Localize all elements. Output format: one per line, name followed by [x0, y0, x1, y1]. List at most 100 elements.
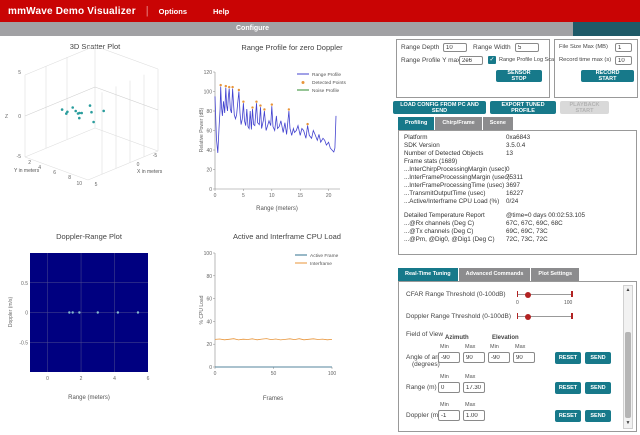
y-axis-label: % CPU Load	[199, 295, 205, 324]
tab-configure[interactable]: Configure	[236, 25, 270, 32]
sensor-config-box: Range Depth Range Width Range Profile Y …	[396, 39, 558, 98]
tab-plot-settings[interactable]: Plot Settings	[531, 268, 580, 281]
aoa-send-button[interactable]: SEND	[585, 352, 611, 364]
svg-text:60: 60	[206, 129, 212, 135]
export-tuned-profile-button[interactable]: EXPORT TUNED PROFILE	[490, 101, 556, 114]
svg-text:-5: -5	[153, 153, 158, 159]
svg-text:2: 2	[28, 160, 31, 166]
stat-row: ...InterFrameProcessingTime (usec) 3697	[404, 182, 633, 190]
scrollbar-thumb[interactable]	[625, 332, 631, 418]
tab-advanced-commands[interactable]: Advanced Commands	[458, 268, 531, 281]
svg-text:-5: -5	[17, 154, 22, 160]
record-time-input[interactable]	[615, 56, 632, 65]
elevation-max-input[interactable]	[513, 352, 535, 363]
stat-row: ...@Rx channels (Deg C) 67C, 67C, 69C, 68…	[404, 220, 633, 228]
nav-corner-block	[573, 22, 640, 36]
range-min-input[interactable]	[438, 382, 460, 393]
slider-handle[interactable]	[525, 291, 531, 298]
aoa-reset-button[interactable]: RESET	[555, 352, 581, 364]
stat-value: 69C, 69C, 73C	[506, 228, 548, 235]
azimuth-min-input[interactable]	[438, 352, 460, 363]
record-start-button[interactable]: RECORD START	[581, 70, 634, 82]
svg-text:50: 50	[271, 371, 277, 377]
range-depth-label: Range Depth	[401, 44, 440, 51]
menu-help[interactable]: Help	[213, 6, 230, 16]
azimuth-max-input[interactable]	[463, 352, 485, 363]
tuning-scrollbar[interactable]: ▲ ▼	[623, 285, 633, 429]
tab-real-time-tuning[interactable]: Real-Time Tuning	[398, 268, 458, 281]
playback-start-button[interactable]: PLAYBACK START	[560, 101, 609, 114]
range-reset-button[interactable]: RESET	[555, 382, 581, 394]
svg-text:6: 6	[53, 170, 56, 176]
stat-label: Platform	[404, 134, 428, 141]
range-m-label: Range (m)	[406, 384, 437, 391]
svg-text:0: 0	[214, 371, 217, 377]
series-interframe	[214, 338, 333, 341]
nav-bar: Configure	[0, 22, 640, 36]
doppler-send-button[interactable]: SEND	[585, 410, 611, 422]
min-header: Min	[490, 344, 499, 350]
scroll-down-icon[interactable]: ▼	[625, 420, 631, 426]
tab-chirp-frame[interactable]: Chirp/Frame	[435, 117, 482, 130]
aoa-label: Angle of arrival (degrees)	[406, 354, 450, 368]
file-size-input[interactable]	[615, 43, 632, 52]
legend-entry: Active Frame	[310, 253, 339, 259]
doppler-range-svg: Doppler-Range Plot 0 2 4 6 0.5 0 -0.5 Doppler (m…	[8, 232, 150, 401]
doppler-reset-button[interactable]: RESET	[555, 410, 581, 422]
min-header: Min	[440, 344, 449, 350]
menu-options[interactable]: Options	[158, 6, 187, 16]
range-profile-ymax-input[interactable]	[459, 56, 483, 65]
range-profile-ymax-label: Range Profile Y max	[401, 57, 461, 64]
scatter-point	[71, 106, 74, 109]
detected-point	[259, 104, 262, 107]
range-depth-input[interactable]	[443, 43, 467, 52]
scatter-point	[65, 112, 68, 115]
stat-row: ...InterChirpProcessingMargin (usec) 0	[404, 166, 633, 174]
profiling-panel: Platform 0xa6843 SDK Version 3.5.0.4 Number …	[398, 130, 637, 255]
detected-point	[231, 85, 234, 89]
elevation-min-input[interactable]	[488, 352, 510, 363]
svg-text:6: 6	[147, 376, 150, 382]
chart-title: Active and Interframe CPU Load	[233, 232, 341, 241]
slider-handle[interactable]	[525, 313, 531, 320]
doppler-range-threshold-slider[interactable]	[517, 312, 573, 320]
stat-value: 0/24	[506, 198, 519, 205]
doppler-point	[78, 311, 81, 314]
doppler-point	[116, 311, 120, 314]
scatter-3d-chart: 3D Scatter Plot 5 0 -5 2 4 6 8 10 Y in meters 5 0 -5…	[0, 38, 195, 223]
cfar-range-threshold-slider[interactable]	[517, 290, 573, 298]
header-divider: |	[145, 5, 149, 17]
range-max-input[interactable]	[463, 382, 485, 393]
legend-entry: Interframe	[310, 261, 332, 267]
stat-value: @time=0 days 00:02:53.105	[506, 212, 586, 219]
load-config-button[interactable]: LOAD CONFIG FROM PC AND SEND	[393, 101, 486, 114]
z-axis-label: Z	[5, 114, 8, 120]
cfar-scale-min: 0	[516, 300, 519, 306]
record-box: File Size Max (MB) Record time max (s) R…	[554, 39, 638, 98]
detected-point	[263, 108, 266, 111]
range-send-button[interactable]: SEND	[585, 382, 611, 394]
tab-scene[interactable]: Scene	[482, 117, 513, 130]
scroll-up-icon[interactable]: ▲	[625, 287, 631, 293]
svg-text:20: 20	[206, 342, 212, 348]
stat-label: ...InterFrameProcessingTime (usec)	[404, 182, 505, 189]
stat-label: Detailed Temperature Report	[404, 212, 485, 219]
scatter-point	[60, 108, 64, 111]
stat-label: ...@Tx channels (Deg C)	[404, 228, 474, 235]
stat-value: 13	[506, 150, 514, 157]
stat-row: ...TransmitOutputTime (usec) 16227	[404, 190, 633, 198]
detected-point	[242, 100, 245, 103]
doppler-min-input[interactable]	[438, 410, 460, 421]
svg-text:0: 0	[209, 365, 212, 371]
range-width-input[interactable]	[515, 43, 539, 52]
log-scale-checkbox[interactable]: ✓	[488, 56, 496, 64]
svg-text:60: 60	[206, 297, 212, 303]
tab-profiling[interactable]: Profiling	[398, 117, 435, 130]
log-scale-label: Range Profile Log Scale	[499, 57, 559, 63]
stat-row: SDK Version 3.5.0.4	[404, 142, 633, 150]
stat-value: 3.5.0.4	[506, 142, 526, 149]
sensor-stop-button[interactable]: SENSOR STOP	[496, 70, 542, 82]
doppler-point	[68, 311, 71, 314]
stat-value: 16227	[506, 190, 524, 197]
doppler-max-input[interactable]	[463, 410, 485, 421]
